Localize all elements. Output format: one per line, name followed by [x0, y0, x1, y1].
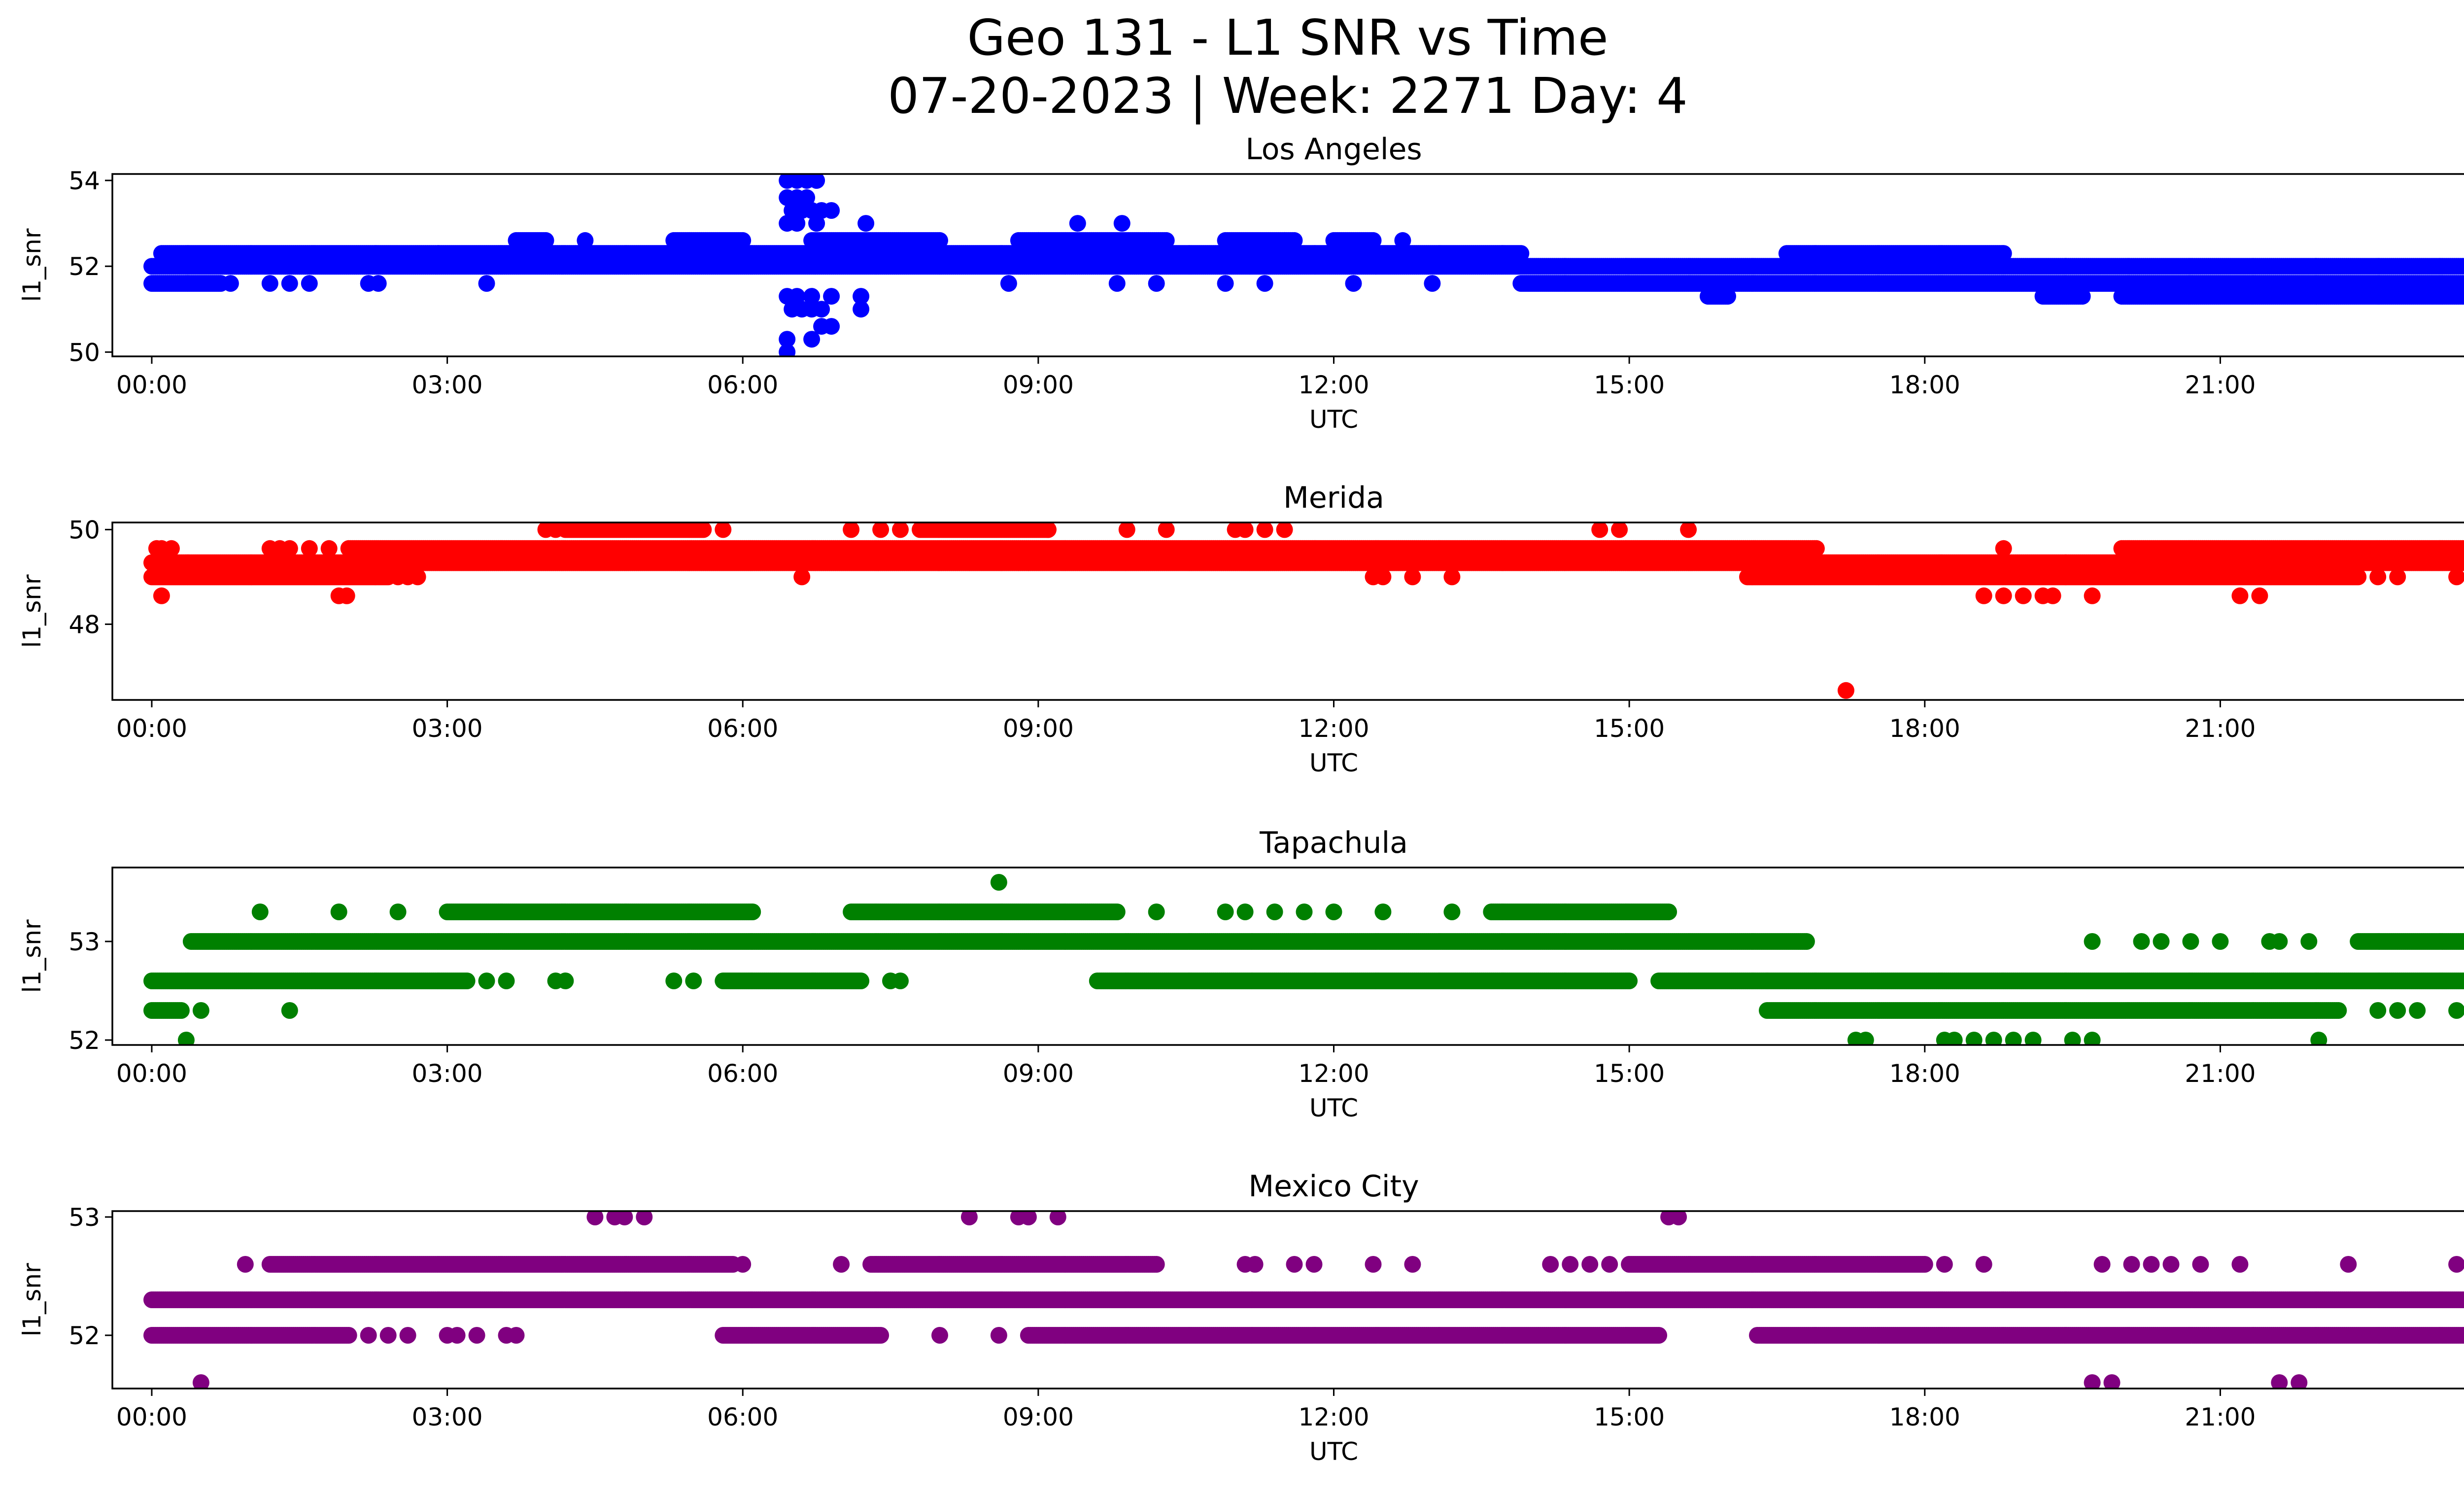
data-point — [1424, 275, 1441, 292]
data-point — [823, 288, 840, 305]
data-point — [1512, 245, 1530, 262]
x-tick-label: 21:00 — [2185, 371, 2256, 399]
data-point — [1069, 215, 1086, 232]
data-point — [813, 301, 830, 318]
figure-title-line2: 07-20-2023 | Week: 2271 Day: 4 — [888, 67, 1688, 125]
x-tick-label: 18:00 — [1889, 371, 1960, 399]
data-point — [1995, 245, 2012, 262]
data-point — [823, 202, 840, 219]
data-point — [857, 215, 875, 232]
data-point — [779, 331, 796, 348]
data-point — [1394, 232, 1411, 249]
subplot-2: 00:00 03:00 06:00 09:00 12:00 15:00 18:00 21:00… — [18, 481, 2464, 777]
data-point — [2462, 543, 2464, 554]
x-tick-label: 15:00 — [1594, 371, 1665, 399]
data-point — [1276, 232, 1293, 249]
figure-title: Geo 131 - L1 SNR vs Time 07-20-2023 | We… — [0, 9, 2464, 125]
data-point — [1365, 232, 1382, 249]
data-point — [779, 344, 796, 356]
data-point — [1029, 232, 1047, 249]
data-point — [1113, 215, 1130, 232]
data-point — [478, 275, 495, 292]
data-point — [734, 232, 752, 249]
data-point — [853, 301, 870, 318]
data-point — [2462, 278, 2464, 289]
data-point — [301, 275, 318, 292]
data-point — [853, 288, 870, 305]
data-point — [1345, 275, 1362, 292]
data-point — [1108, 275, 1126, 292]
data-point — [281, 275, 298, 292]
data-point — [803, 331, 821, 348]
x-tick-label: 00:00 — [116, 371, 187, 399]
x-tick-label: 06:00 — [707, 371, 778, 399]
data-point — [1158, 232, 1175, 249]
data-point — [798, 189, 816, 206]
data-point — [222, 275, 239, 292]
data-point — [577, 232, 594, 249]
x-tick-label: 12:00 — [1298, 371, 1369, 399]
data-point — [788, 215, 806, 232]
data-point — [2462, 291, 2464, 302]
data-point — [370, 275, 387, 292]
subplot-1: 00:00 03:00 06:00 09:00 12:00 15:00 18:00 21:00… — [18, 132, 2464, 434]
y-tick-label: 50 — [68, 338, 100, 367]
data-point — [808, 215, 825, 232]
data-point — [788, 288, 806, 305]
x-tick-label: 09:00 — [1003, 371, 1074, 399]
x-tick-label: 03:00 — [412, 371, 483, 399]
data-point — [931, 232, 948, 249]
data-point — [1000, 275, 1017, 292]
data-point — [261, 275, 278, 292]
scatter-points — [143, 522, 2464, 699]
data-point — [823, 318, 840, 335]
x-axis-label: UTC — [1309, 405, 1358, 434]
data-point — [1719, 288, 1736, 305]
data-point — [537, 232, 554, 249]
data-point — [2074, 288, 2091, 305]
data-point — [1217, 275, 1234, 292]
data-point — [1256, 275, 1273, 292]
subplot-title: Los Angeles — [1245, 132, 1422, 167]
data-point — [1808, 540, 1825, 557]
figure-title-line1: Geo 131 - L1 SNR vs Time — [967, 9, 1608, 67]
data-point — [2462, 261, 2464, 272]
data-point — [808, 174, 825, 189]
scatter-points — [143, 174, 2464, 356]
data-point — [1148, 275, 1165, 292]
y-tick-label: 54 — [68, 167, 100, 195]
y-tick-label: 52 — [68, 252, 100, 281]
data-point — [803, 288, 821, 305]
y-axis-label: l1_snr — [18, 228, 46, 302]
